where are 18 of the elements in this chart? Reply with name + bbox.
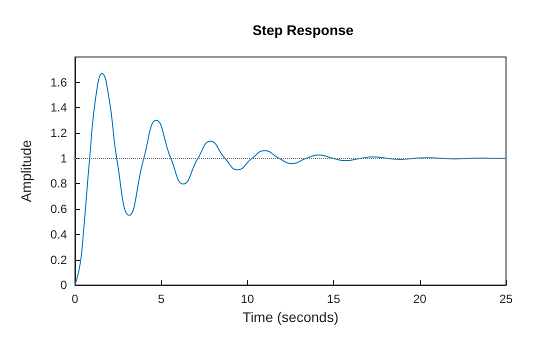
y-tick-label: 0.2 bbox=[50, 252, 68, 267]
y-tick-label: 0 bbox=[60, 278, 68, 292]
x-tick-label: 5 bbox=[158, 292, 165, 306]
x-tick-label: 0 bbox=[72, 292, 79, 306]
y-axis-title: Amplitude bbox=[18, 140, 34, 202]
x-tick-label: 10 bbox=[240, 292, 254, 306]
x-tick-label: 15 bbox=[326, 292, 341, 306]
y-tick-label: 1.2 bbox=[50, 126, 68, 140]
chart-title: Step Response bbox=[252, 22, 354, 38]
y-tick-label: 1 bbox=[60, 151, 68, 166]
x-tick-label: 25 bbox=[499, 292, 513, 306]
x-tick-label: 20 bbox=[413, 292, 427, 306]
y-tick-label: 0.4 bbox=[50, 227, 68, 242]
x-axis-title: Time (seconds) bbox=[242, 309, 338, 325]
y-tick-label: 0.6 bbox=[50, 202, 68, 216]
y-tick-label: 0.8 bbox=[50, 176, 68, 191]
y-tick-label: 1.6 bbox=[50, 75, 68, 90]
y-tick-label: 1.4 bbox=[50, 100, 68, 115]
